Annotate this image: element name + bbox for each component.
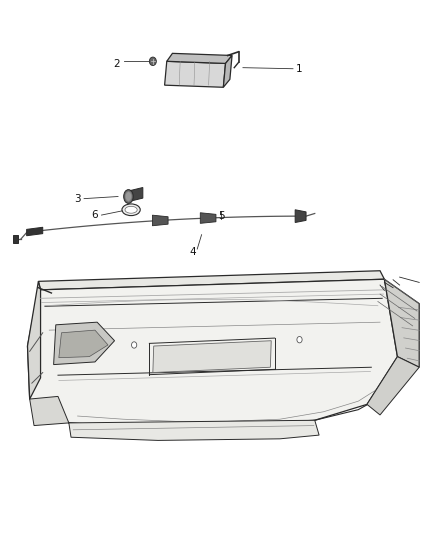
- Circle shape: [149, 57, 156, 66]
- Text: 4: 4: [190, 247, 196, 257]
- Polygon shape: [127, 188, 143, 202]
- Polygon shape: [39, 271, 385, 290]
- Polygon shape: [69, 420, 319, 440]
- Text: 1: 1: [296, 64, 303, 74]
- Polygon shape: [223, 55, 232, 87]
- Polygon shape: [295, 210, 306, 222]
- Text: 2: 2: [113, 59, 120, 69]
- Ellipse shape: [125, 206, 137, 213]
- Polygon shape: [13, 235, 18, 243]
- Polygon shape: [28, 279, 397, 428]
- Polygon shape: [165, 61, 226, 87]
- Polygon shape: [367, 357, 419, 415]
- Polygon shape: [28, 281, 41, 399]
- Polygon shape: [59, 330, 108, 358]
- Polygon shape: [30, 397, 69, 425]
- Polygon shape: [200, 213, 216, 223]
- Polygon shape: [385, 279, 419, 367]
- Circle shape: [131, 342, 137, 348]
- Text: 5: 5: [218, 211, 225, 221]
- Polygon shape: [152, 215, 168, 226]
- Circle shape: [297, 336, 302, 343]
- Polygon shape: [153, 341, 271, 373]
- Text: 3: 3: [74, 193, 81, 204]
- Polygon shape: [27, 227, 43, 236]
- Polygon shape: [53, 322, 115, 365]
- Ellipse shape: [122, 204, 140, 216]
- Text: 6: 6: [92, 210, 98, 220]
- Polygon shape: [167, 53, 232, 63]
- Ellipse shape: [125, 192, 131, 201]
- Ellipse shape: [124, 190, 133, 204]
